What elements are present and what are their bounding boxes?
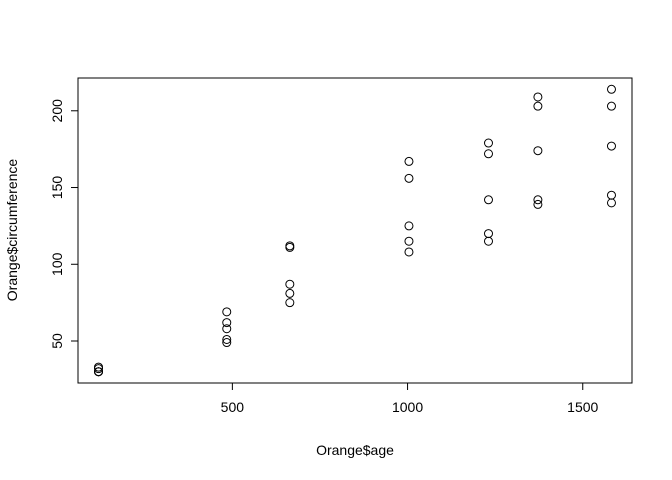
point xyxy=(533,146,543,156)
point xyxy=(533,199,543,209)
point xyxy=(285,288,295,298)
point xyxy=(533,92,543,102)
point xyxy=(606,198,616,208)
x-tick-label: 1500 xyxy=(567,399,598,415)
point xyxy=(606,101,616,111)
point xyxy=(606,84,616,94)
point xyxy=(222,324,232,334)
point xyxy=(404,156,414,166)
point xyxy=(222,334,232,344)
point xyxy=(94,364,104,374)
point xyxy=(94,367,104,377)
point xyxy=(285,241,295,251)
y-tick-label: 50 xyxy=(49,333,65,349)
plot-box xyxy=(77,77,633,384)
point xyxy=(285,298,295,308)
y-axis-label: Orange$circumference xyxy=(4,159,20,302)
point xyxy=(483,229,493,239)
point xyxy=(222,318,232,328)
point xyxy=(285,279,295,289)
y-tick-label: 150 xyxy=(49,176,65,200)
x-axis-label: Orange$age xyxy=(316,442,394,458)
y-tick-label: 200 xyxy=(49,99,65,123)
point xyxy=(404,236,414,246)
point xyxy=(404,173,414,183)
point xyxy=(606,141,616,151)
point xyxy=(483,149,493,159)
point xyxy=(606,190,616,200)
point xyxy=(404,221,414,231)
point xyxy=(222,307,232,317)
point xyxy=(483,195,493,205)
x-tick-label: 1000 xyxy=(392,399,423,415)
x-tick-label: 500 xyxy=(221,399,245,415)
y-tick-label: 100 xyxy=(49,252,65,276)
point xyxy=(533,195,543,205)
point xyxy=(533,101,543,111)
point xyxy=(483,236,493,246)
point xyxy=(222,338,232,348)
point xyxy=(483,138,493,148)
point xyxy=(404,247,414,257)
